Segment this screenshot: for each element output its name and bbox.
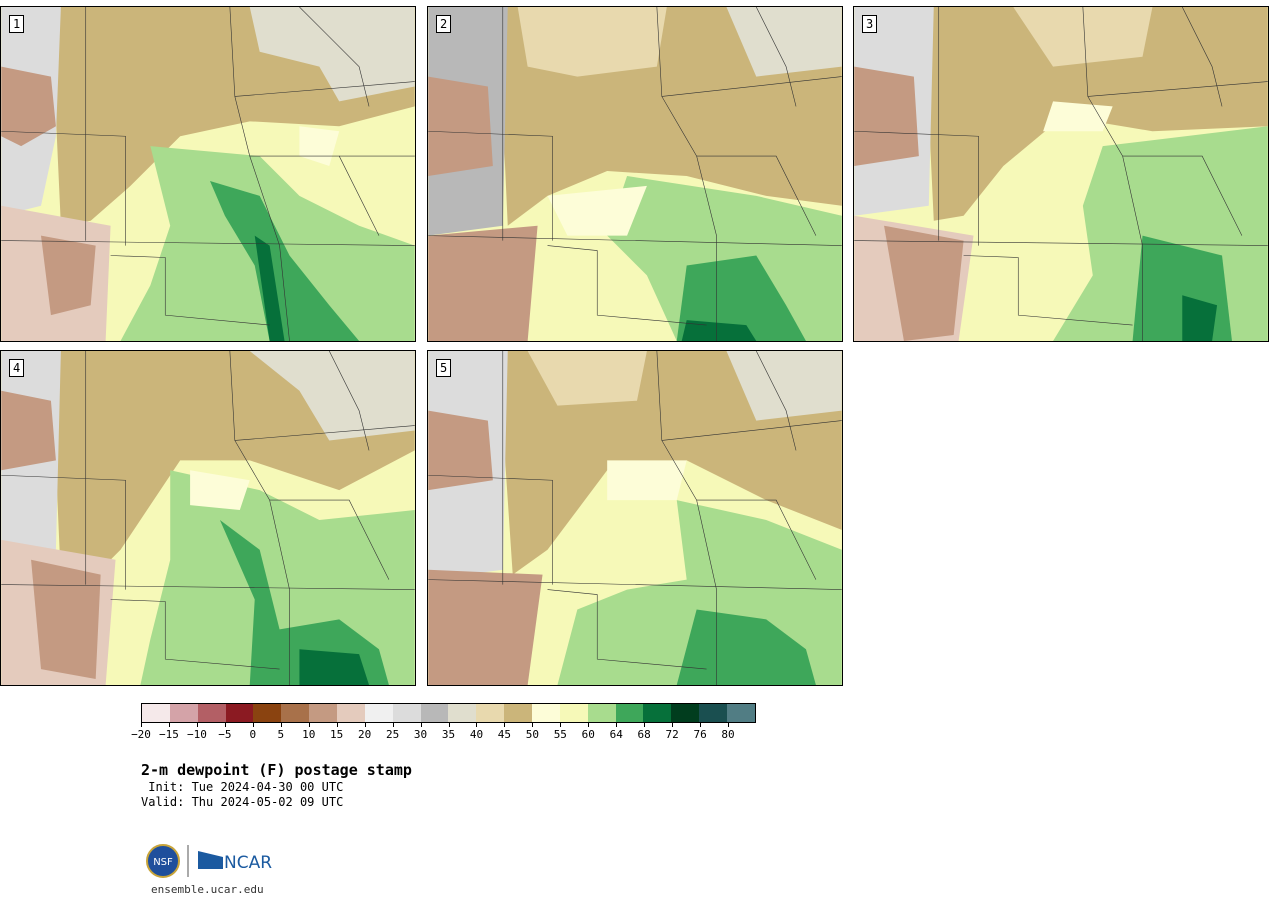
colorbar-tick-mark bbox=[420, 723, 422, 727]
colorbar-swatch bbox=[727, 704, 755, 722]
colorbar-tick-label: 5 bbox=[277, 728, 285, 741]
colorbar-swatch bbox=[337, 704, 365, 722]
colorbar-swatch bbox=[532, 704, 560, 722]
colorbar-swatch bbox=[420, 704, 449, 722]
colorbar-tick-mark bbox=[336, 723, 338, 727]
colorbar-tick-mark bbox=[392, 723, 394, 727]
colorbar-swatch bbox=[504, 704, 533, 722]
panel-number: 1 bbox=[9, 15, 25, 33]
colorbar-tick-mark bbox=[560, 723, 562, 727]
colorbar-swatch bbox=[225, 704, 254, 722]
colorbar-swatch bbox=[448, 704, 477, 722]
valid-time: Valid: Thu 2024-05-02 09 UTC bbox=[141, 795, 344, 809]
init-time: Init: Tue 2024-04-30 00 UTC bbox=[141, 780, 344, 794]
stamp-panel-5: 5 bbox=[427, 350, 843, 686]
colorbar-tick-label: 20 bbox=[358, 728, 372, 741]
colorbar-tick-label: 68 bbox=[637, 728, 651, 741]
colorbar-swatch bbox=[476, 704, 505, 722]
colorbar-swatch bbox=[142, 704, 170, 722]
panel-number: 4 bbox=[9, 359, 25, 377]
colorbar-tick-label: −10 bbox=[186, 728, 207, 741]
stamp-panel-3: 3 bbox=[853, 6, 1269, 342]
colorbar-swatch bbox=[169, 704, 198, 722]
colorbar-tick-mark bbox=[280, 723, 282, 727]
colorbar-tick-label: 76 bbox=[693, 728, 707, 741]
dewpoint-map-3 bbox=[854, 7, 1268, 341]
stamp-panel-1: 1 bbox=[0, 6, 416, 342]
colorbar-swatch bbox=[699, 704, 728, 722]
nsf-ncar-logo: NSF NCAR bbox=[146, 844, 272, 878]
panel-number: 2 bbox=[436, 15, 452, 33]
colorbar-tick-mark bbox=[672, 723, 674, 727]
colorbar-tick-mark bbox=[476, 723, 478, 727]
colorbar-tick-mark bbox=[196, 723, 198, 727]
colorbar-tick-mark bbox=[728, 723, 730, 727]
colorbar-tick-label: 40 bbox=[469, 728, 484, 741]
colorbar-tick-mark bbox=[616, 723, 618, 727]
colorbar-tick-label: 0 bbox=[249, 728, 257, 741]
panel-number: 3 bbox=[862, 15, 878, 33]
colorbar-tick-mark bbox=[588, 723, 590, 727]
colorbar-tick-label: 50 bbox=[525, 728, 539, 741]
panel-number: 5 bbox=[436, 359, 452, 377]
colorbar-tick-mark bbox=[224, 723, 226, 727]
colorbar-tick-label: 15 bbox=[330, 728, 344, 741]
colorbar-tick-label: 35 bbox=[441, 728, 456, 741]
colorbar-tick-label: 45 bbox=[497, 728, 512, 741]
colorbar-tick-label: −20 bbox=[131, 728, 151, 741]
stamp-panel-2: 2 bbox=[427, 6, 843, 342]
colorbar-ticks: −20 −15 −10 −5 0 5 10 15 20 25 30 35 40 45 50 55 60 64 68 7… bbox=[131, 723, 756, 743]
svg-text:NCAR: NCAR bbox=[224, 853, 272, 873]
colorbar-tick-label: 10 bbox=[302, 728, 316, 741]
colorbar-tick-mark bbox=[532, 723, 534, 727]
colorbar-tick-mark bbox=[141, 723, 142, 727]
colorbar-tick-label: 30 bbox=[413, 728, 428, 741]
colorbar-swatch bbox=[643, 704, 672, 722]
colorbar-tick-mark bbox=[168, 723, 170, 727]
dewpoint-map-5 bbox=[428, 351, 842, 685]
dewpoint-map-2 bbox=[428, 7, 842, 341]
colorbar-tick-mark bbox=[504, 723, 506, 727]
colorbar-swatch bbox=[559, 704, 588, 722]
svg-text:NSF: NSF bbox=[153, 857, 173, 868]
chart-title: 2-m dewpoint (F) postage stamp bbox=[141, 761, 412, 779]
colorbar-tick-label: 60 bbox=[581, 728, 595, 741]
colorbar-swatch bbox=[281, 704, 310, 722]
colorbar-swatch bbox=[615, 704, 644, 722]
colorbar-swatch bbox=[587, 704, 616, 722]
colorbar-swatch bbox=[253, 704, 282, 722]
colorbar-tick-mark bbox=[308, 723, 310, 727]
colorbar-tick-mark bbox=[644, 723, 646, 727]
colorbar-swatch bbox=[671, 704, 700, 722]
colorbar-swatch bbox=[392, 704, 421, 722]
colorbar-swatch bbox=[309, 704, 338, 722]
colorbar-tick-mark bbox=[700, 723, 702, 727]
colorbar-tick-label: −15 bbox=[159, 728, 179, 741]
colorbar-tick-label: 64 bbox=[609, 728, 623, 741]
colorbar-swatch bbox=[364, 704, 393, 722]
dewpoint-map-4 bbox=[1, 351, 415, 685]
colorbar-tick-mark bbox=[364, 723, 366, 727]
site-url: ensemble.ucar.edu bbox=[151, 883, 264, 896]
colorbar-tick-label: 25 bbox=[385, 728, 400, 741]
colorbar-tick-label: 72 bbox=[665, 728, 679, 741]
colorbar-swatch bbox=[197, 704, 226, 722]
colorbar bbox=[141, 703, 756, 723]
colorbar-tick-mark bbox=[448, 723, 450, 727]
colorbar-tick-mark bbox=[252, 723, 254, 727]
colorbar-tick-label: 80 bbox=[721, 728, 735, 741]
stamp-panel-4: 4 bbox=[0, 350, 416, 686]
colorbar-tick-label: −5 bbox=[218, 728, 232, 741]
dewpoint-map-1 bbox=[1, 7, 415, 341]
colorbar-tick-label: 55 bbox=[553, 728, 567, 741]
